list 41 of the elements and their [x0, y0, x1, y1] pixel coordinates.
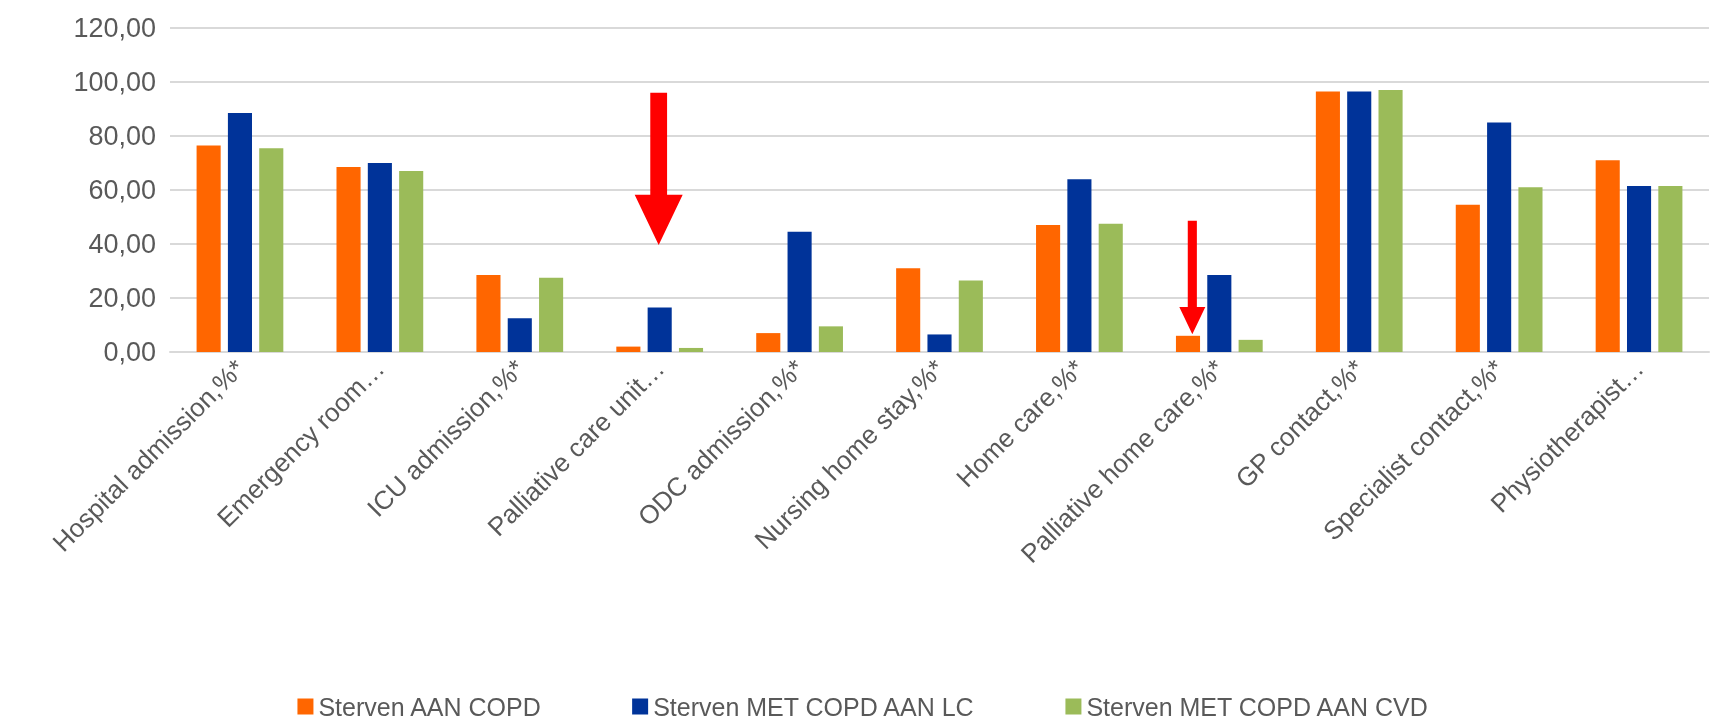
y-tick-label: 100,00 — [73, 67, 156, 97]
y-tick-label: 120,00 — [73, 13, 156, 43]
bar — [367, 163, 392, 352]
bar — [336, 167, 361, 352]
bar — [1098, 223, 1123, 352]
bar — [1595, 160, 1620, 352]
bar — [1036, 225, 1061, 352]
bar — [958, 280, 983, 352]
y-tick-label: 40,00 — [88, 229, 156, 259]
y-tick-label: 60,00 — [88, 175, 156, 205]
bar — [647, 307, 672, 352]
bar — [818, 326, 843, 352]
bar — [476, 275, 501, 352]
bar — [678, 347, 704, 352]
bar — [1315, 91, 1340, 352]
bar — [616, 346, 641, 352]
bar — [927, 334, 952, 352]
bar — [1487, 122, 1512, 352]
bar — [1067, 179, 1092, 352]
bar — [1518, 187, 1543, 352]
bar — [399, 171, 424, 352]
bar — [1658, 185, 1683, 352]
bar — [507, 318, 532, 352]
bar — [1238, 339, 1263, 352]
bar — [1627, 185, 1652, 352]
bar — [539, 277, 564, 352]
y-tick-label: 80,00 — [88, 121, 156, 151]
bar — [259, 148, 284, 352]
bar — [756, 333, 781, 352]
legend-label: Sterven AAN COPD — [318, 692, 541, 721]
bar — [196, 145, 221, 352]
bar — [896, 268, 921, 352]
bar — [227, 113, 252, 352]
bar — [1455, 204, 1480, 352]
legend-label: Sterven MET COPD AAN LC — [653, 692, 974, 721]
bar — [1175, 335, 1201, 352]
legend-label: Sterven MET COPD AAN CVD — [1086, 692, 1428, 721]
bar — [787, 231, 812, 352]
y-tick-label: 20,00 — [88, 283, 156, 313]
bar — [1378, 90, 1403, 352]
bar — [1347, 91, 1372, 352]
